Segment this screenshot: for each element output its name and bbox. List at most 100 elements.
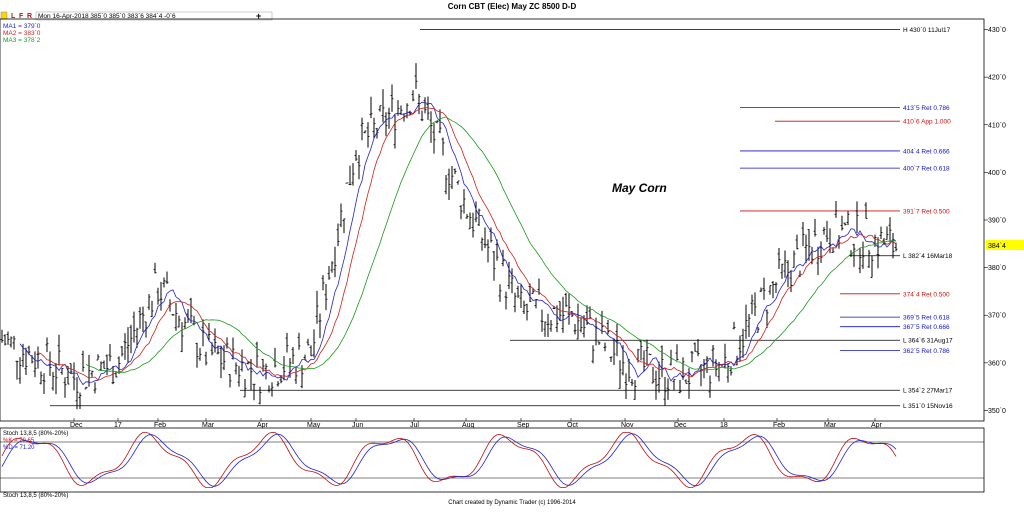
ohlc-bar: [376, 128, 379, 139]
chart-title: Corn CBT (Elec) May ZC 8500 D-D: [448, 2, 577, 11]
ohlc-bar: [469, 213, 472, 229]
ohlc-bar: [292, 347, 295, 364]
ohlc-bar: [37, 347, 40, 369]
ohlc-bar: [580, 317, 583, 332]
ohlc-bar: [727, 363, 730, 383]
level-label: L 351`0 15Nov16: [903, 403, 953, 410]
ohlc-bar: [754, 292, 757, 316]
ohlc-bar: [889, 217, 892, 242]
ohlc-bar: [367, 122, 370, 148]
y-tick-label: 350`0: [988, 408, 1006, 415]
ohlc-bar: [46, 338, 49, 353]
ohlc-bar: [322, 275, 325, 290]
ohlc-bar: [790, 270, 793, 292]
ohlc-bar: [556, 305, 559, 332]
ohlc-bar: [52, 372, 55, 391]
ohlc-bar: [10, 337, 13, 348]
ohlc-bar: [802, 222, 805, 246]
annotation-may-corn: May Corn: [612, 181, 667, 195]
bullet-icon[interactable]: [1, 12, 7, 19]
ohlc-bar: [424, 97, 427, 113]
ohlc-bar: [877, 237, 880, 268]
ohlc-bar: [241, 350, 244, 372]
ohlc-bar: [58, 335, 61, 366]
ohlc-bar: [676, 344, 679, 361]
level-label: 404`4 Ret 0.666: [903, 148, 950, 155]
ohlc-bar: [466, 214, 469, 219]
ohlc-bar: [343, 219, 346, 233]
ohlc-bar: [106, 354, 109, 375]
y-tick-label: 380`0: [988, 265, 1006, 272]
ohlc-bar: [412, 90, 415, 101]
ohlc-bar: [124, 333, 127, 360]
ohlc-bar: [793, 251, 796, 268]
ohlc-bar: [229, 374, 232, 387]
ohlc-bar: [679, 380, 682, 393]
ohlc-bar: [184, 317, 187, 329]
ohlc-bar: [43, 373, 46, 394]
ohlc-bar: [385, 112, 388, 136]
ohlc-bar: [592, 345, 595, 363]
ohlc-bar: [808, 229, 811, 261]
ohlc-bar: [784, 250, 787, 277]
ohlc-bar: [316, 291, 319, 324]
ohlc-bar: [487, 239, 490, 262]
ohlc-bar: [871, 256, 874, 278]
ohlc-bar: [700, 364, 703, 386]
toolbar: L F R Mon 16-Apr-2018 385`0 385`0 383`6 …: [1, 11, 272, 21]
ohlc-bar: [235, 362, 238, 374]
ohlc-bar: [565, 293, 568, 307]
ohlc-bar: [619, 360, 622, 389]
ohlc-bar: [499, 284, 502, 302]
ohlc-bar: [415, 63, 418, 89]
add-symbol-button[interactable]: +: [256, 11, 261, 21]
ohlc-bar: [826, 221, 829, 242]
ohlc-bar: [694, 342, 697, 351]
ohlc-bar: [598, 342, 601, 345]
ohlc-bar: [607, 320, 610, 334]
ohlc-bar: [445, 175, 448, 194]
ohlc-bar: [313, 329, 316, 357]
ohlc-bar: [379, 106, 382, 112]
ohlc-bar: [631, 379, 634, 386]
ohlc-bar: [640, 340, 643, 361]
ohlc-bar: [859, 248, 862, 273]
ohlc-bar: [121, 346, 124, 356]
ohlc-bar: [352, 163, 355, 185]
ohlc-bar: [337, 224, 340, 247]
ohlc-bar: [433, 123, 436, 153]
level-label: 374`4 Ret 0.500: [903, 291, 950, 298]
ohlc-bar: [274, 348, 277, 368]
ohlc-bar: [844, 223, 847, 226]
ohlc-bar: [520, 285, 523, 308]
ohlc-bar: [190, 298, 193, 323]
ma2-line: [38, 108, 896, 381]
ohlc-bar: [13, 336, 16, 350]
ohlc-bar: [454, 169, 457, 175]
ohlc-bar: [271, 382, 274, 396]
ohlc-bar: [268, 386, 271, 393]
ohlc-bar: [178, 316, 181, 328]
ohlc-bar: [139, 307, 142, 329]
ohlc-bar: [295, 366, 298, 383]
ohlc-bar: [310, 345, 313, 356]
current-price-label: 384`4: [988, 243, 1006, 250]
ohlc-bar: [667, 379, 670, 400]
ohlc-bar: [85, 387, 88, 389]
ohlc-bar: [547, 314, 550, 337]
ohlc-bar: [892, 233, 895, 258]
ohlc-bar: [862, 242, 865, 269]
ohlc-bar: [835, 201, 838, 218]
level-label: H 430`0 11Jul17: [903, 27, 951, 34]
ohlc-bar: [832, 248, 835, 252]
ohlc-bar: [544, 321, 547, 336]
ohlc-bar: [856, 201, 859, 233]
stoch-panel: [0, 428, 984, 492]
ohlc-bar: [175, 303, 178, 331]
ohlc-bar: [664, 377, 667, 405]
ohlc-bar: [868, 250, 871, 268]
ohlc-bar: [283, 356, 286, 380]
ohlc-bar: [304, 355, 307, 360]
